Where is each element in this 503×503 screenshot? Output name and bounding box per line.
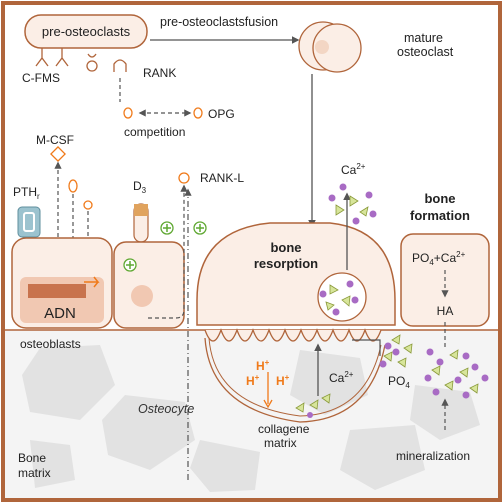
osteoblast-cell: ADN: [11, 237, 113, 329]
matrix-cell-shape: [30, 440, 75, 488]
resorption-title-line1: bone: [270, 240, 301, 255]
resorbing-osteoclast: bone resorption: [196, 222, 396, 342]
bone-matrix-line1: Bone: [18, 451, 46, 465]
mature-line2: osteoclast: [397, 45, 454, 59]
signal-ellipse-icon: [68, 179, 78, 193]
pre-osteoclasts-label: pre-osteoclasts: [42, 24, 131, 39]
lacuna-minerals: [295, 393, 331, 418]
opg-label: OPG: [208, 107, 235, 121]
rank-l-label: RANK-L: [200, 171, 244, 185]
matrix-cell-shape: [22, 345, 115, 420]
osteocyte-cell: [113, 241, 185, 329]
pre-osteoclasts-cell: pre-osteoclasts C-FMS RANK: [22, 14, 176, 85]
bone-matrix-region: [5, 329, 498, 498]
nucleus: [131, 285, 153, 307]
formation-po4-label: PO4+Ca2+: [412, 250, 466, 267]
resorption-vesicle: [317, 272, 367, 322]
transcription-arrow-icon: [84, 276, 100, 288]
h-plus-label-1: H+: [256, 358, 270, 373]
adn-label: ADN: [44, 305, 76, 322]
transcytosis-arrow: [352, 339, 381, 356]
bone-matrix-line2: matrix: [18, 466, 51, 480]
matrix-cell-shape: [340, 425, 425, 490]
competition-label: competition: [124, 125, 185, 139]
matrix-cell-shape: [290, 350, 368, 415]
phosphate-minerals: [379, 334, 413, 368]
resorption-lacuna: [204, 337, 386, 423]
rank-l-arrow: [148, 184, 188, 319]
ruffled-border: [204, 328, 382, 342]
rank-l-icon: [178, 172, 190, 184]
pth-receptor-icon: [17, 206, 41, 238]
formation-title-line1: bone: [424, 191, 455, 206]
h-plus-label-2: H+: [246, 373, 260, 388]
mature-line1: mature: [404, 31, 443, 45]
opg-ligand-icon: [123, 107, 133, 119]
m-csf-icon: [50, 146, 66, 162]
h-plus-label-3: H+: [276, 373, 290, 388]
collagen-line2: matrix: [264, 436, 297, 450]
matrix-cell-shape: [190, 440, 260, 492]
mineralization-particles: [424, 348, 489, 399]
nucleus-icon: [315, 40, 329, 54]
d3-label: D3: [133, 179, 147, 195]
formation-title-line2: formation: [410, 208, 470, 223]
pth-label: PTHr: [13, 185, 40, 201]
m-csf-label: M-CSF: [36, 133, 74, 147]
mineralization-label: mineralization: [396, 449, 470, 463]
collagen-line1: collagene: [258, 422, 310, 436]
signal-circle-icon: [83, 200, 93, 210]
osteoblasts-label: osteoblasts: [20, 337, 81, 351]
matrix-cell-shape: [102, 395, 195, 470]
rank-receptor-icon: [113, 59, 127, 72]
ca-top-label: Ca2+: [341, 162, 366, 177]
fusion-label: pre-osteoclastsfusion: [160, 15, 278, 29]
c-fms-receptor-icon: [35, 48, 69, 67]
rank-label: RANK: [143, 66, 176, 80]
adn-bar: [28, 284, 86, 298]
mature-osteoclast: mature osteoclast: [298, 21, 454, 73]
mineral-particles-top: [328, 183, 377, 225]
ha-label: HA: [437, 304, 454, 318]
resorption-title-line2: resorption: [254, 256, 318, 271]
opg-icon: [193, 107, 203, 119]
competition-group: OPG competition: [119, 78, 235, 139]
receptor-bound-icon: [86, 60, 98, 72]
po4-label: PO4: [388, 374, 410, 390]
ca-mid-label: Ca2+: [329, 370, 354, 385]
c-fms-label: C-FMS: [22, 71, 60, 85]
osteocyte-label: Osteocyte: [138, 402, 194, 416]
